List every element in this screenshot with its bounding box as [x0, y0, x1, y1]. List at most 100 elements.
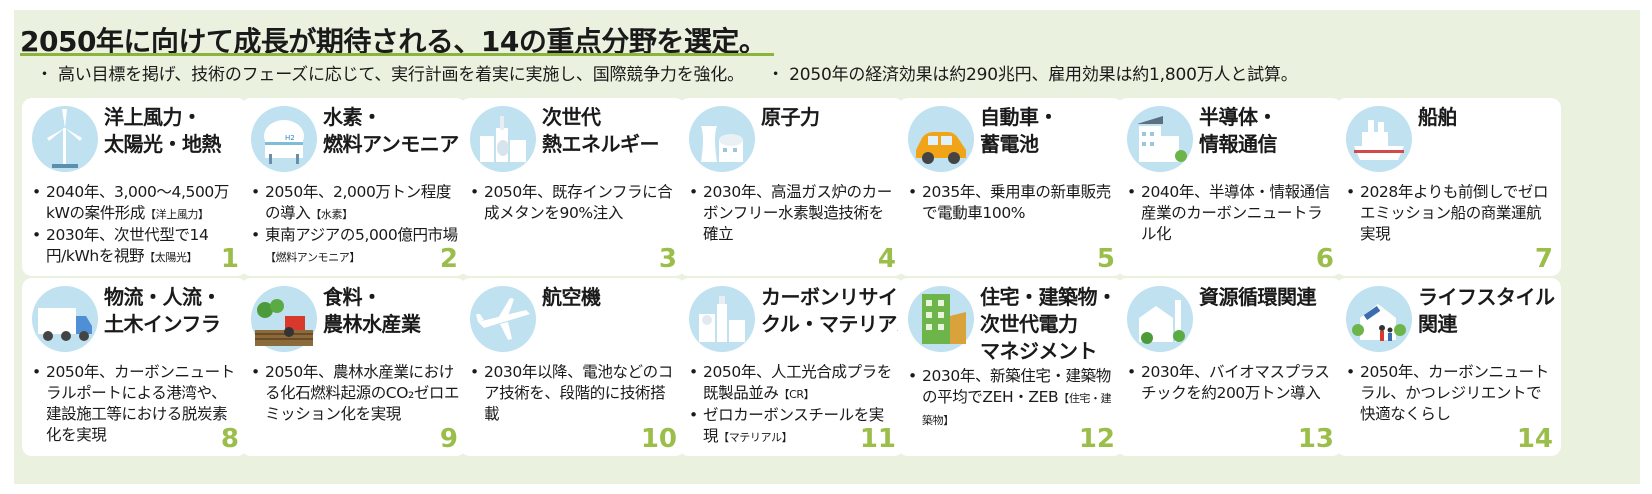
sector-card: 洋上風力・太陽光・地熱 2040年、3,000～4,500万kWの案件形成【洋上風…: [22, 98, 247, 276]
sector-card: 食料・農林水産業 2050年、農林水産業における化石燃料起源のCO₂ゼロエミッショ…: [241, 278, 466, 456]
sector-title-line: 次世代電力: [980, 312, 1078, 336]
sector-title-line: 水素・: [323, 105, 382, 129]
sector-title-line: 半導体・: [1199, 105, 1278, 129]
sector-target-item: 2050年、2,000万トン程度の導入【水素】: [249, 182, 460, 225]
sector-card: 物流・人流・土木インフラ 2050年、カーボンニュートラルポートによる港湾や、建設…: [22, 278, 247, 456]
sector-target-tag: 【太陽光】: [144, 251, 198, 264]
sector-target-tag: 【住宅・建築物】: [922, 392, 1112, 427]
sector-number: 13: [1297, 424, 1334, 454]
sector-title: 船舶: [1418, 104, 1557, 131]
sector-target-text: 2030年以降、電池などのコア技術を、段階的に技術搭載: [484, 363, 673, 423]
sector-targets: 2050年、人工光合成プラを既製品並み【CR】ゼロカーボンスチールを実現【マテリ…: [687, 362, 898, 448]
svg-text:H2: H2: [285, 134, 295, 142]
sector-title-line: マネジメント: [980, 339, 1098, 363]
sector-target-text: 2050年、カーボンニュートラルポートによる港湾や、建設施工等における脱炭素化を…: [46, 363, 235, 444]
sector-targets: 2050年、既存インフラに合成メタンを90%注入: [468, 182, 679, 224]
sector-title: カーボンリサイ クル・マテリアル: [761, 284, 904, 338]
farm-icon: [251, 286, 317, 352]
truck-icon: [32, 286, 98, 352]
subtitle: ・ 高い目標を掲げ、技術のフェーズに応じて、実行計画を着実に実施し、国際競争力を…: [36, 60, 1316, 85]
sector-title-line: 蓄電池: [980, 132, 1039, 156]
sector-target-item: 2030年、高温ガス炉のカーボンフリー水素製造技術を確立: [687, 182, 898, 245]
sector-card: H2 水素・燃料アンモニア 2050年、2,000万トン程度の導入【水素】東南アジア…: [241, 98, 466, 276]
sector-target-text: 2030年、バイオマスプラスチックを約200万トン導入: [1141, 363, 1330, 402]
sector-title-line: ライフスタイル: [1418, 285, 1555, 309]
sector-title-line: 次世代: [542, 105, 601, 129]
sector-target-text: 2040年、半導体・情報通信産業のカーボンニュートラル化: [1141, 183, 1330, 243]
sector-title-line: 住宅・建築物・: [980, 285, 1117, 309]
green-building-icon: [908, 286, 974, 352]
sector-title: 自動車・ 蓄電池: [980, 104, 1119, 158]
sector-number: 6: [1315, 244, 1334, 274]
sector-title: 半導体・ 情報通信: [1199, 104, 1338, 158]
sector-targets: 2035年、乗用車の新車販売で電動車100%: [906, 182, 1117, 224]
sector-title: 資源循環関連: [1199, 284, 1338, 311]
sector-targets: 2050年、カーボンニュートラル、かつレジリエントで快適なくらし: [1344, 362, 1555, 425]
recycling-facility-icon: [1127, 286, 1193, 352]
sector-target-item: 2030年、新築住宅・建築物の平均でZEH・ZEB【住宅・建築物】: [906, 366, 1117, 431]
sector-title: 水素・燃料アンモニア: [323, 104, 462, 158]
sector-target-text: 2050年、人工光合成プラを既製品並み: [703, 363, 892, 402]
sector-target-tag: 【洋上風力】: [145, 208, 209, 221]
sector-title-line: カーボンリサイ: [761, 285, 898, 309]
sector-target-text: 2030年、次世代型で14円/kWhを視野: [46, 226, 209, 265]
sector-target-tag: 【燃料アンモニア】: [265, 251, 360, 264]
sector-target-item: 2030年、次世代型で14円/kWhを視野【太陽光】: [30, 225, 241, 268]
sector-title-line: 土木インフラ: [104, 312, 221, 336]
sector-targets: 2030年、高温ガス炉のカーボンフリー水素製造技術を確立: [687, 182, 898, 245]
sector-target-text: 2030年、高温ガス炉のカーボンフリー水素製造技術を確立: [703, 183, 892, 243]
sector-title-line: 食料・: [323, 285, 382, 309]
sector-number: 4: [877, 244, 896, 274]
sector-target-text: 2050年、2,000万トン程度の導入: [265, 183, 451, 222]
family-house-icon: [1346, 286, 1412, 352]
sector-target-tag: 【CR】: [778, 388, 815, 401]
sector-targets: 2030年、バイオマスプラスチックを約200万トン導入: [1125, 362, 1336, 404]
hydrogen-tank-icon: H2: [251, 106, 317, 172]
wind-turbine-icon: [32, 106, 98, 172]
sector-number: 1: [220, 244, 239, 274]
nuclear-plant-icon: [689, 106, 755, 172]
sector-title-line: 物流・人流・: [104, 285, 222, 309]
sector-number: 9: [439, 424, 458, 454]
sector-title: 原子力: [761, 104, 900, 131]
sector-target-text: 2050年、農林水産業における化石燃料起源のCO₂ゼロエミッション化を実現: [265, 363, 460, 423]
sector-target-text: 2040年、3,000～4,500万kWの案件形成: [46, 183, 229, 222]
sector-target-item: ゼロカーボンスチールを実現【マテリアル】: [687, 405, 898, 448]
sector-title-line: 船舶: [1418, 105, 1458, 129]
sector-title-line: 原子力: [761, 105, 820, 129]
sector-targets: 2050年、農林水産業における化石燃料起源のCO₂ゼロエミッション化を実現: [249, 362, 460, 425]
sector-target-text: ゼロカーボンスチールを実現: [703, 406, 884, 445]
sector-target-item: 2050年、カーボンニュートラル、かつレジリエントで快適なくらし: [1344, 362, 1555, 425]
factory-icon: [470, 106, 536, 172]
title-underline: [20, 53, 774, 56]
sector-target-item: 東南アジアの5,000億円市場【燃料アンモニア】: [249, 225, 460, 268]
sector-target-text: 東南アジアの5,000億円市場: [265, 226, 458, 244]
sector-target-item: 2050年、カーボンニュートラルポートによる港湾や、建設施工等における脱炭素化を…: [30, 362, 241, 446]
sector-target-text: 2030年、新築住宅・建築物の平均でZEH・ZEB: [922, 367, 1111, 406]
sector-title-line: 洋上風力・: [104, 105, 202, 129]
sector-title: 物流・人流・ 土木インフラ: [104, 284, 243, 338]
airplane-icon: [470, 286, 536, 352]
sector-grid: 洋上風力・太陽光・地熱 2040年、3,000～4,500万kWの案件形成【洋上風…: [22, 98, 1636, 476]
sector-title-line: 太陽光・地熱: [104, 132, 222, 156]
sector-target-item: 2040年、3,000～4,500万kWの案件形成【洋上風力】: [30, 182, 241, 225]
subtitle-point-1: ・ 高い目標を掲げ、技術のフェーズに応じて、実行計画を着実に実施し、国際競争力を…: [36, 65, 744, 85]
sector-number: 12: [1078, 424, 1115, 454]
sector-title: 食料・ 農林水産業: [323, 284, 462, 338]
sector-targets: 2050年、カーボンニュートラルポートによる港湾や、建設施工等における脱炭素化を…: [30, 362, 241, 446]
sector-title-line: 関連: [1418, 312, 1458, 336]
sector-number: 3: [658, 244, 677, 274]
sector-target-tag: 【水素】: [310, 208, 353, 221]
sector-targets: 2028年よりも前倒しでゼロエミッション船の商業運航実現: [1344, 182, 1555, 245]
sector-title-line: 燃料アンモニア: [323, 132, 459, 156]
sector-title-line: 資源循環関連: [1199, 285, 1317, 309]
sector-target-item: 2050年、既存インフラに合成メタンを90%注入: [468, 182, 679, 224]
sector-target-text: 2050年、既存インフラに合成メタンを90%注入: [484, 183, 673, 222]
sector-targets: 2040年、3,000～4,500万kWの案件形成【洋上風力】2030年、次世代…: [30, 182, 241, 268]
sector-target-item: 2030年、バイオマスプラスチックを約200万トン導入: [1125, 362, 1336, 404]
